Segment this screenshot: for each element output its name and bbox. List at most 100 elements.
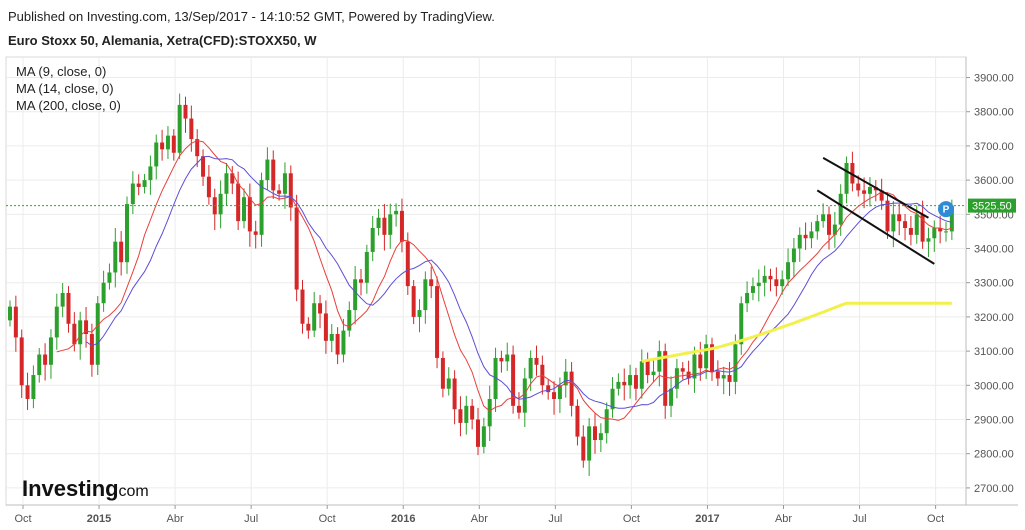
projection-badge[interactable]: P — [938, 201, 954, 218]
candle-body — [84, 320, 89, 335]
candle-body — [920, 214, 925, 242]
candle-body — [739, 303, 744, 345]
candle-body — [926, 238, 931, 242]
candle-body — [628, 375, 633, 386]
x-tick-label: 2017 — [695, 513, 719, 525]
x-tick-label: Abr — [775, 513, 792, 525]
candle-body — [206, 176, 211, 198]
candle-body — [341, 330, 346, 355]
candle-body — [727, 375, 732, 382]
candle-body — [423, 279, 428, 311]
y-tick-label: 3700.00 — [974, 141, 1014, 153]
candle-body — [165, 135, 170, 150]
candle-body — [949, 205, 954, 232]
candle-body — [277, 190, 282, 194]
candle-body — [142, 180, 147, 187]
candle-body — [908, 227, 913, 235]
candle-body — [557, 385, 562, 399]
x-tick-label: Oct — [927, 513, 944, 525]
candle-body — [446, 378, 451, 389]
candle-body — [914, 214, 919, 235]
candle-body — [511, 354, 516, 406]
projection-icon[interactable] — [938, 201, 954, 218]
candle-body — [657, 351, 662, 372]
candle-body — [8, 306, 12, 321]
candle-body — [534, 357, 539, 365]
candle-body — [616, 381, 621, 389]
x-tick-label: Oct — [14, 513, 31, 525]
y-tick-label: 3000.00 — [974, 380, 1014, 392]
x-tick-label: Oct — [623, 513, 640, 525]
candle-body — [288, 173, 293, 208]
candle-body — [563, 371, 568, 386]
y-tick-label: 2800.00 — [974, 449, 1014, 461]
candle-body — [300, 289, 305, 324]
x-tick-label: 2016 — [391, 513, 415, 525]
y-tick-label: 3300.00 — [974, 278, 1014, 290]
candle-body — [639, 361, 644, 389]
candle-body — [791, 248, 796, 263]
y-axis-ticks: 2700.00 2800.00 2900.00 3000.00 3100.00 3200.… — [966, 73, 1014, 495]
candle-body — [704, 344, 709, 369]
candle-body — [850, 163, 855, 184]
candle-body — [218, 193, 223, 215]
candle-body — [183, 104, 188, 119]
candle-body — [247, 197, 252, 232]
candle-body — [177, 104, 182, 153]
candle-body — [774, 279, 779, 287]
candle-body — [43, 354, 48, 365]
candle-body — [815, 221, 820, 232]
ma-line-14 — [85, 155, 952, 409]
candle-body — [201, 156, 206, 177]
candle-body — [382, 217, 387, 235]
candle-body — [294, 207, 299, 290]
candle-body — [364, 251, 369, 283]
candle-body — [786, 262, 791, 280]
candle-body — [125, 204, 129, 263]
trend-line-upper — [822, 157, 929, 219]
candle-body — [160, 142, 165, 150]
y-tick-label: 3100.00 — [974, 346, 1014, 358]
candle-body — [25, 385, 30, 399]
candle-body — [476, 419, 480, 447]
candle-body — [938, 227, 943, 232]
plot-frame — [5, 56, 1018, 506]
candle-body — [832, 224, 837, 235]
candle-body — [651, 371, 656, 376]
candle-body — [944, 231, 948, 233]
candle-body — [417, 310, 422, 317]
candle-body — [312, 303, 317, 331]
candle-body — [318, 303, 323, 314]
candle-body — [435, 286, 440, 358]
candle-body — [756, 282, 761, 287]
candle-body — [458, 409, 463, 423]
candle-body — [113, 241, 118, 273]
x-tick-label: Abr — [471, 513, 488, 525]
candle-body — [581, 436, 586, 461]
projection-icon-letter: P — [943, 205, 950, 216]
y-tick-label: 3200.00 — [974, 312, 1014, 324]
candle-body — [119, 241, 124, 263]
candle-body — [60, 292, 65, 307]
candle-body — [464, 405, 469, 423]
candle-body — [253, 231, 258, 235]
y-tick-label: 2900.00 — [974, 415, 1014, 427]
candle-body — [674, 368, 679, 389]
candlestick-series — [8, 93, 954, 476]
candle-body — [89, 334, 94, 365]
candle-body — [130, 183, 135, 205]
candle-body — [522, 378, 527, 413]
brand-logo: Investing .com — [22, 476, 149, 501]
candle-body — [347, 310, 352, 331]
grid-horizontal — [6, 77, 966, 489]
candle-body — [809, 231, 814, 239]
x-tick-label: Jul — [244, 513, 258, 525]
indicator-legend: MA (9, close, 0) MA (14, close, 0) MA (2… — [16, 64, 121, 113]
candle-body — [481, 426, 486, 447]
candle-body — [827, 214, 831, 235]
candle-body — [353, 279, 358, 311]
candle-body — [528, 357, 533, 379]
candle-body — [329, 334, 334, 341]
candle-body — [470, 405, 475, 420]
